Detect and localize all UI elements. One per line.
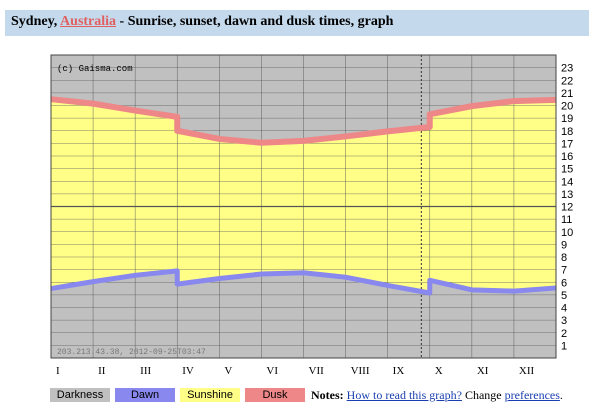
y-tick-label: 11 [561, 214, 572, 226]
y-tick-label: 5 [561, 290, 567, 302]
y-tick-label: 21 [561, 88, 573, 100]
title-rest: - Sunrise, sunset, dawn and dusk times, … [119, 14, 394, 29]
x-tick-label: VI [266, 365, 278, 377]
x-tick-label: VIII [351, 365, 370, 377]
y-tick-label: 16 [561, 151, 573, 163]
x-tick-label: I [56, 365, 60, 377]
x-tick-label: IV [182, 365, 194, 377]
legend-dusk: Dusk [245, 388, 305, 402]
y-tick-label: 17 [561, 138, 573, 150]
y-tick-label: 7 [561, 265, 567, 277]
legend-sunshine: Sunshine [180, 388, 240, 402]
y-tick-label: 14 [561, 176, 573, 188]
x-tick-label: VII [309, 365, 325, 377]
page-title: Sydney, Australia - Sunrise, sunset, daw… [5, 10, 589, 36]
x-tick-label: XI [477, 365, 489, 377]
plot-frame [50, 54, 557, 359]
x-tick-label: V [224, 365, 232, 377]
y-tick-label: 10 [561, 227, 573, 239]
how-to-read-link[interactable]: How to read this graph? [346, 387, 462, 402]
y-tick-label: 13 [561, 189, 573, 201]
y-tick-label: 22 [561, 75, 573, 87]
country-link[interactable]: Australia [60, 14, 117, 29]
y-tick-label: 8 [561, 252, 567, 264]
legend-period: . [559, 387, 563, 402]
y-tick-label: 19 [561, 113, 573, 125]
y-tick-label: 9 [561, 239, 567, 251]
x-tick-label: III [140, 365, 151, 377]
y-tick-label: 4 [561, 303, 567, 315]
x-tick-label: IX [393, 365, 405, 377]
change-text: Change [464, 387, 502, 402]
preferences-link[interactable]: preferences [504, 387, 560, 402]
dusk-series-line [50, 96, 557, 146]
y-tick-label: 6 [561, 277, 567, 289]
y-tick-label: 20 [561, 101, 573, 113]
y-tick-label: 1 [561, 340, 567, 352]
x-tick-label: XII [519, 365, 535, 377]
legend-dawn: Dawn [115, 388, 175, 402]
y-tick-label: 2 [561, 328, 567, 340]
y-tick-label: 15 [561, 164, 573, 176]
legend-darkness: Darkness [50, 388, 110, 402]
notes-label: Notes: [311, 387, 344, 402]
y-tick-label: 18 [561, 126, 573, 138]
legend: Darkness Dawn Sunshine Dusk Notes: How t… [50, 387, 563, 403]
y-tick-label: 12 [561, 202, 573, 214]
y-tick-label: 3 [561, 315, 567, 327]
y-tick-label: 23 [561, 63, 573, 75]
x-tick-label: II [98, 365, 106, 377]
ip-date-watermark: 203.213.43.38, 2012-09-25T03:47 [57, 348, 206, 357]
dawn-series-line [50, 268, 557, 296]
title-city: Sydney, [11, 14, 58, 29]
copyright-watermark: (c) Gaisma.com [57, 64, 133, 74]
x-tick-label: X [435, 365, 443, 377]
